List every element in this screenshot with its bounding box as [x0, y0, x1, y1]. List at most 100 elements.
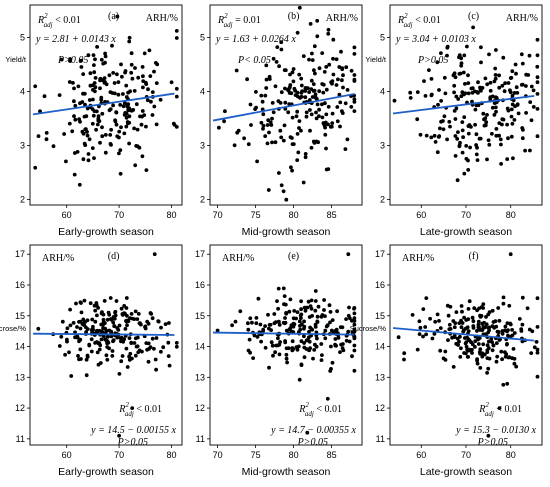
data-point [415, 347, 420, 352]
data-point [445, 303, 450, 308]
regression-equation: y = 14.5 − 0.00155 x [90, 425, 176, 436]
data-point [122, 304, 127, 308]
scatter-points [396, 252, 540, 438]
r2-symbol: R [217, 15, 224, 26]
data-point [146, 359, 151, 364]
data-point [124, 111, 129, 116]
data-point [140, 349, 144, 354]
data-point [500, 331, 505, 336]
data-point [443, 91, 448, 96]
data-point [402, 357, 406, 362]
data-point [71, 81, 75, 85]
data-point [150, 113, 155, 117]
data-point [432, 133, 437, 138]
data-point [312, 141, 317, 145]
data-point [514, 71, 518, 76]
data-point [287, 102, 292, 106]
x-tick-label: 85 [327, 210, 337, 220]
data-point [345, 88, 350, 92]
data-point [78, 300, 83, 305]
data-point [118, 336, 123, 340]
data-point [324, 324, 329, 329]
data-point [465, 354, 470, 359]
data-point [311, 82, 316, 86]
data-point [82, 91, 87, 96]
data-point [93, 57, 97, 62]
panel-f: 60 70 80 11 12 13 14 15 16 17 Late-growth season Su… [350, 244, 543, 478]
data-point [316, 304, 321, 309]
data-point [396, 335, 401, 340]
data-point [463, 336, 467, 340]
data-point [101, 322, 105, 327]
data-point [529, 351, 534, 355]
data-point [340, 111, 345, 115]
data-point [328, 310, 333, 314]
data-point [535, 53, 540, 58]
data-point [308, 108, 312, 112]
data-point [119, 306, 124, 311]
data-point [326, 27, 331, 32]
data-point [473, 339, 478, 344]
data-point [123, 70, 127, 75]
data-point [77, 339, 81, 344]
data-point [93, 76, 98, 80]
data-point [457, 339, 461, 344]
data-point [279, 40, 284, 45]
data-point [435, 312, 440, 317]
data-point [471, 324, 476, 328]
data-point [470, 90, 475, 95]
data-point [459, 325, 464, 330]
data-point [511, 347, 516, 351]
data-point [145, 98, 150, 103]
data-point [464, 144, 469, 148]
data-point [470, 86, 475, 91]
data-point [246, 321, 250, 326]
data-point [246, 142, 251, 147]
data-point [127, 114, 132, 119]
data-point [128, 351, 133, 356]
data-point [67, 80, 72, 84]
data-point [307, 90, 311, 94]
data-point [44, 131, 49, 135]
data-point [276, 336, 280, 341]
x-tick-label: 60 [416, 210, 426, 220]
data-point [485, 113, 489, 117]
scatter-points [217, 5, 357, 202]
data-point [417, 319, 422, 324]
data-point [109, 334, 114, 339]
data-point [283, 339, 287, 343]
data-point [295, 310, 300, 314]
data-point [127, 35, 132, 40]
data-point [276, 306, 280, 311]
data-point [493, 73, 498, 77]
data-point [299, 94, 304, 99]
data-point [122, 131, 127, 136]
data-point [312, 348, 317, 352]
data-point [478, 347, 483, 352]
data-point [494, 324, 499, 329]
data-point [70, 129, 75, 134]
data-point [84, 373, 89, 378]
data-point [524, 111, 528, 115]
y-tick-label: 3 [200, 141, 205, 151]
data-point [166, 340, 171, 345]
data-point [57, 344, 62, 348]
data-point [452, 83, 457, 88]
data-point [535, 75, 540, 80]
data-point [145, 347, 150, 352]
data-point [452, 325, 457, 330]
data-point [528, 100, 533, 104]
data-point [154, 81, 159, 85]
r2-superscript: 2 [305, 401, 309, 409]
data-point [446, 338, 450, 342]
data-point [297, 126, 301, 130]
data-point [233, 319, 238, 324]
data-point [315, 34, 320, 39]
data-point [103, 54, 108, 59]
data-point [144, 168, 149, 173]
data-point [307, 339, 312, 344]
data-point [118, 103, 123, 107]
data-point [502, 89, 507, 94]
data-point [313, 289, 318, 293]
outlier-point [305, 430, 310, 435]
